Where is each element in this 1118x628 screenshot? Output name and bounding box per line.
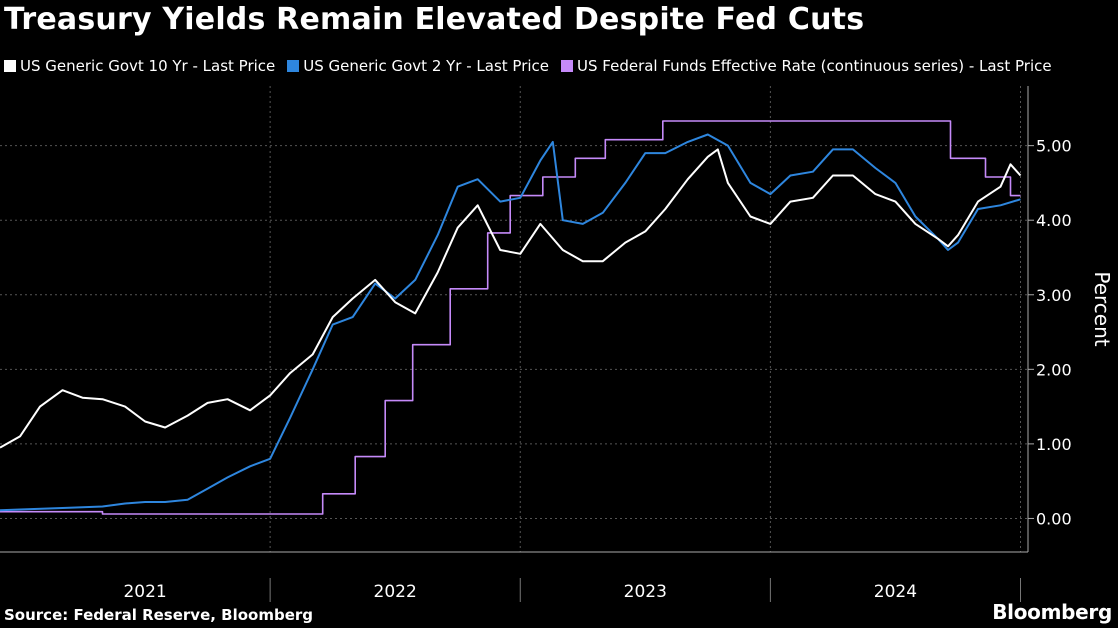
series-fed-funds-line bbox=[0, 120, 1021, 515]
y-tick-label: 5.00 bbox=[1036, 137, 1072, 156]
series-10yr-line bbox=[0, 148, 1022, 449]
legend-label-10yr: US Generic Govt 10 Yr - Last Price bbox=[20, 57, 276, 75]
source-note: Source: Federal Reserve, Bloomberg bbox=[4, 606, 314, 624]
x-tick-label: 2023 bbox=[624, 582, 667, 602]
y-tick-label: 4.00 bbox=[1036, 211, 1072, 230]
y-tick-label: 3.00 bbox=[1036, 286, 1072, 305]
y-axis-label: Percent bbox=[1090, 271, 1114, 346]
legend-swatch-2yr bbox=[287, 60, 300, 72]
x-tick-label: 2021 bbox=[123, 582, 166, 602]
chart-title: Treasury Yields Remain Elevated Despite … bbox=[4, 2, 865, 37]
y-tick-label: 1.00 bbox=[1036, 435, 1072, 454]
series-2yr-line bbox=[0, 133, 1021, 512]
legend-item-10yr: US Generic Govt 10 Yr - Last Price bbox=[4, 57, 275, 75]
legend-label-2yr: US Generic Govt 2 Yr - Last Price bbox=[303, 57, 550, 75]
legend-item-fed-funds: US Federal Funds Effective Rate (continu… bbox=[561, 57, 1052, 75]
bloomberg-logo: Bloomberg bbox=[992, 600, 1112, 624]
legend-label-fed-funds: US Federal Funds Effective Rate (continu… bbox=[577, 57, 1052, 75]
legend-swatch-10yr bbox=[4, 60, 16, 72]
y-tick-label: 0.00 bbox=[1036, 509, 1072, 528]
x-tick-label: 2024 bbox=[874, 582, 917, 602]
chart-legend: US Generic Govt 10 Yr - Last Price US Ge… bbox=[4, 56, 1052, 76]
x-tick-label: 2022 bbox=[374, 582, 417, 602]
legend-item-2yr: US Generic Govt 2 Yr - Last Price bbox=[287, 57, 549, 75]
y-tick-label: 2.00 bbox=[1036, 360, 1072, 379]
legend-swatch-fed-funds bbox=[561, 60, 574, 72]
